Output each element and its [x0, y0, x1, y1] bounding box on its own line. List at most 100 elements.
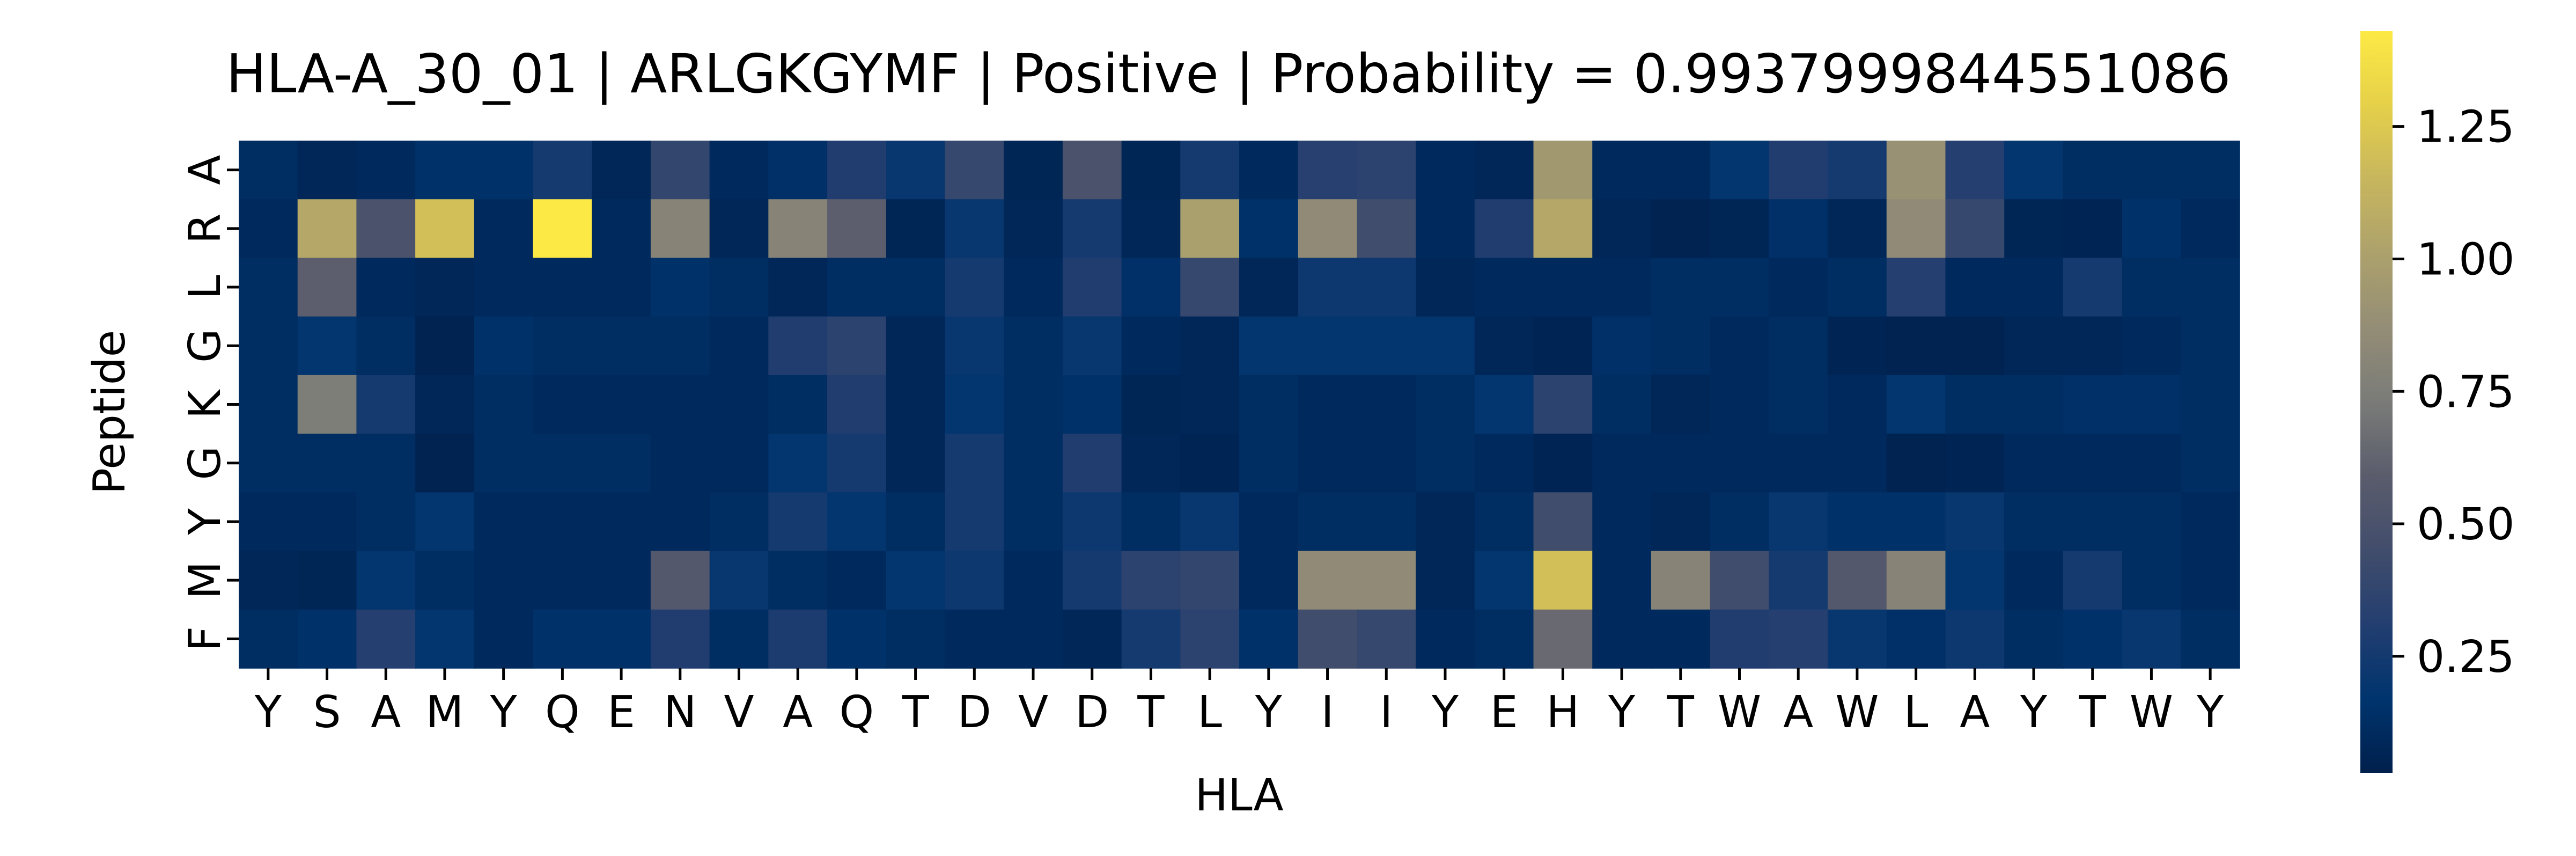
heatmap-cell — [533, 434, 593, 493]
heatmap-cell — [474, 551, 534, 610]
heatmap-cell — [2181, 492, 2240, 552]
heatmap-cell — [1651, 375, 1711, 434]
heatmap-cell — [1533, 609, 1593, 669]
heatmap-cell — [1416, 258, 1475, 317]
heatmap-cell — [1239, 375, 1299, 434]
heatmap-cell — [533, 141, 593, 200]
heatmap-cell — [1180, 609, 1240, 669]
heatmap-cell — [827, 551, 887, 610]
heatmap-cell — [2122, 609, 2182, 669]
heatmap-cell — [2181, 141, 2240, 200]
heatmap-cell — [415, 316, 475, 376]
heatmap-cell — [650, 258, 710, 317]
heatmap-cell — [709, 492, 769, 552]
heatmap-cell — [533, 375, 593, 434]
y-tick-label: M — [180, 561, 231, 599]
heatmap-cell — [1121, 141, 1181, 200]
heatmap-cell — [1769, 316, 1828, 376]
heatmap-cell — [1474, 141, 1534, 200]
y-tick-label: Y — [180, 508, 231, 536]
x-tick-label: Y — [1431, 687, 1459, 738]
heatmap-cell — [1357, 141, 1416, 200]
heatmap-cell — [2063, 434, 2123, 493]
heatmap-cell — [1651, 141, 1711, 200]
heatmap-cell — [709, 375, 769, 434]
heatmap-cell — [2004, 609, 2064, 669]
heatmap-cell — [592, 434, 651, 493]
heatmap-cell — [1769, 434, 1828, 493]
heatmap-cell — [297, 375, 357, 434]
heatmap-cell — [1357, 258, 1416, 317]
heatmap-cell — [2004, 492, 2064, 552]
heatmap-cell — [2181, 316, 2240, 376]
heatmap-cell — [415, 141, 475, 200]
heatmap-cell — [1004, 492, 1063, 552]
heatmap-cell — [592, 199, 651, 259]
heatmap-cell — [650, 375, 710, 434]
heatmap-cell — [1710, 609, 1770, 669]
heatmap-cell — [297, 492, 357, 552]
heatmap-cell — [886, 316, 946, 376]
heatmap-cell — [1121, 609, 1181, 669]
heatmap-cell — [474, 375, 534, 434]
heatmap-cell — [1239, 492, 1299, 552]
heatmap-cell — [2122, 258, 2182, 317]
heatmap-cell — [1062, 375, 1122, 434]
heatmap-cell — [239, 316, 298, 376]
heatmap-cell — [2063, 492, 2123, 552]
heatmap-cell — [886, 258, 946, 317]
heatmap-cell — [1533, 141, 1593, 200]
heatmap-cell — [945, 375, 1004, 434]
heatmap-cell — [1416, 141, 1475, 200]
heatmap-cell — [2004, 316, 2064, 376]
heatmap-cell — [2181, 375, 2240, 434]
heatmap-cell — [1357, 551, 1416, 610]
heatmap-cell — [239, 258, 298, 317]
heatmap-cell — [1769, 609, 1828, 669]
chart-title: HLA-A_30_01 | ARLGKGYMF | Positive | Pro… — [226, 42, 2231, 105]
heatmap-cell — [1004, 199, 1063, 259]
heatmap-cell — [1886, 551, 1946, 610]
heatmap-cell — [2063, 375, 2123, 434]
heatmap-cell — [1121, 551, 1181, 610]
heatmap-cell — [945, 141, 1004, 200]
heatmap-cell — [1651, 258, 1711, 317]
heatmap-cell — [592, 609, 651, 669]
heatmap-cell — [1121, 316, 1181, 376]
y-tick-label: G — [180, 329, 231, 363]
x-tick-label: W — [1835, 687, 1879, 738]
heatmap-cell — [768, 375, 828, 434]
heatmap-cell — [356, 609, 416, 669]
heatmap-cell — [592, 316, 651, 376]
heatmap-cell — [356, 375, 416, 434]
y-axis-label: Peptide — [84, 330, 135, 494]
heatmap-cell — [1474, 316, 1534, 376]
heatmap-cell — [768, 141, 828, 200]
heatmap-cell — [1592, 434, 1652, 493]
heatmap-cell — [2063, 609, 2123, 669]
heatmap-cell — [1357, 492, 1416, 552]
heatmap-cell — [886, 609, 946, 669]
heatmap-cell — [1416, 375, 1475, 434]
heatmap-cell — [1062, 434, 1122, 493]
heatmap-cell — [650, 199, 710, 259]
heatmap-cell — [2122, 316, 2182, 376]
heatmap-cell — [1828, 199, 1887, 259]
heatmap-cell — [1945, 199, 2005, 259]
heatmap-cell — [1062, 258, 1122, 317]
heatmap-cell — [1298, 316, 1358, 376]
heatmap-cell — [709, 258, 769, 317]
heatmap-cell — [945, 492, 1004, 552]
heatmap-cell — [474, 141, 534, 200]
heatmap-cell — [1828, 258, 1887, 317]
heatmap-cell — [2122, 492, 2182, 552]
heatmap-cell — [297, 141, 357, 200]
heatmap-cell — [1886, 375, 1946, 434]
heatmap-cell — [1180, 434, 1240, 493]
heatmap-cell — [1592, 199, 1652, 259]
heatmap-cell — [1533, 258, 1593, 317]
colorbar: 0.25 0.50 0.75 1.00 1.25 — [2360, 31, 2515, 773]
heatmap-cell — [1769, 141, 1828, 200]
heatmap-cell — [1239, 258, 1299, 317]
heatmap-cell — [1004, 434, 1063, 493]
